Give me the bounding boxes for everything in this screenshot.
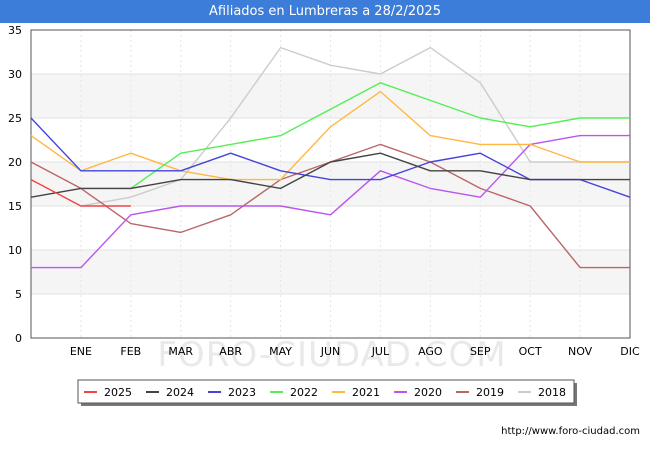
grid-lines (30, 29, 631, 339)
y-tick-label: 35 (8, 24, 22, 37)
x-tick-label: ENE (70, 345, 92, 358)
legend-label-2025: 2025 (104, 386, 132, 399)
plot-band (31, 162, 630, 206)
y-axis-ticks: 0 5 10 15 20 25 30 35 (8, 24, 22, 345)
plot-border (30, 29, 631, 339)
y-tick-label: 30 (8, 68, 22, 81)
x-tick-label: OCT (519, 345, 542, 358)
chart-title: Afiliados en Lumbreras a 28/2/2025 (209, 4, 441, 19)
series-line-2024 (30, 152, 630, 198)
y-tick-label: 25 (8, 112, 22, 125)
x-axis-ticks: ENE FEB MAR ABR MAY JUN JUL AGO SEP OCT NOV DIC (70, 345, 640, 358)
series-line-2021 (30, 90, 630, 181)
y-tick-label: 20 (8, 156, 22, 169)
x-tick-label: DIC (620, 345, 640, 358)
y-tick-label: 15 (8, 200, 22, 213)
y-tick-label: 5 (15, 288, 22, 301)
x-tick-label: NOV (568, 345, 593, 358)
series-line-2018 (80, 46, 630, 207)
y-tick-label: 0 (15, 332, 22, 345)
series-line-2025 (30, 178, 131, 207)
watermark: FORO-CIUDAD.COM (157, 335, 506, 375)
legend-label-2021: 2021 (352, 386, 380, 399)
source-url: http://www.foro-ciudad.com (501, 426, 640, 437)
plot-band (31, 206, 630, 250)
x-tick-label: MAR (168, 345, 193, 358)
x-tick-label: ABR (219, 345, 242, 358)
legend-label-2024: 2024 (166, 386, 194, 399)
series-lines (30, 46, 631, 269)
x-tick-label: JUL (371, 345, 390, 358)
legend-label-2018: 2018 (538, 386, 566, 399)
x-tick-label: JUN (320, 345, 341, 358)
chart-title-bar: Afiliados en Lumbreras a 28/2/2025 (0, 0, 650, 23)
legend-label-2020: 2020 (414, 386, 442, 399)
legend-box (77, 379, 575, 404)
y-tick-label: 10 (8, 244, 22, 257)
legend: 2025 2024 2023 2022 2021 2020 2019 2018 (77, 379, 577, 406)
series-line-2022 (80, 82, 630, 190)
legend-label-2022: 2022 (290, 386, 318, 399)
x-tick-label: AGO (418, 345, 443, 358)
x-tick-label: FEB (120, 345, 141, 358)
legend-label-2023: 2023 (228, 386, 256, 399)
x-tick-label: SEP (470, 345, 491, 358)
x-tick-label: MAY (269, 345, 292, 358)
legend-label-2019: 2019 (476, 386, 504, 399)
